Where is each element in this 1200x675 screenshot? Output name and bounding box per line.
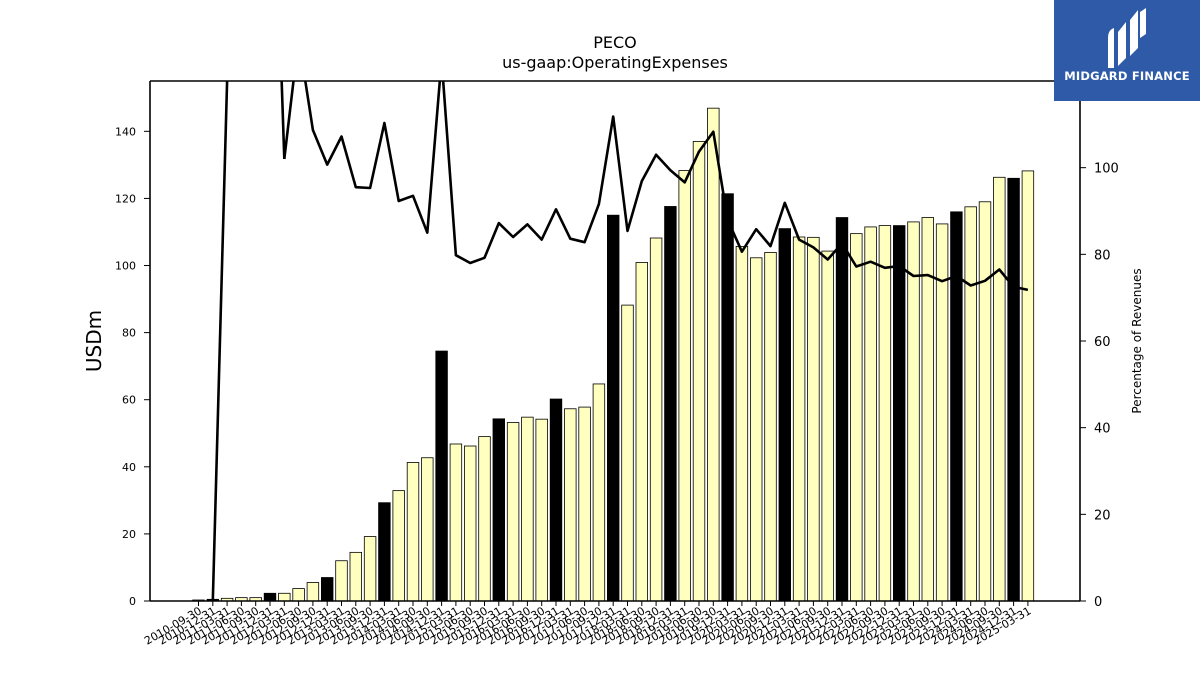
bar-2021-06-30 — [807, 236, 820, 602]
bar-2019-12-31 — [721, 193, 734, 602]
axes: 0 20 40 60 80 100 120 140 0 20 40 60 80 100 — [115, 80, 1119, 610]
bar-2016-12-31 — [549, 398, 563, 602]
bar-2022-09-30 — [878, 225, 892, 602]
brand-logo: MIDGARD FINANCE — [1054, 0, 1200, 101]
y2-tick-label: 0 — [1094, 595, 1102, 610]
y-tick-label: 140 — [115, 125, 136, 138]
bar-2020-03-31 — [735, 245, 749, 602]
bar-series — [192, 107, 1035, 602]
bar-2015-12-31 — [492, 418, 506, 602]
bar-2019-06-30 — [692, 140, 706, 602]
bar-2025-03-31 — [1021, 170, 1035, 602]
y-tick-label: 60 — [122, 394, 136, 407]
bar-2014-12-31 — [435, 350, 448, 602]
bar-2018-12-31 — [664, 206, 677, 602]
bar-2011-12-31 — [263, 592, 277, 602]
y2-tick-label: 80 — [1094, 248, 1111, 263]
percentage-of-revenues-line — [211, 81, 1029, 601]
x-tick-labels: 2010-09-302010-12-312011-03-312011-06-30… — [142, 601, 1033, 648]
bar-2020-09-30 — [764, 252, 777, 602]
bar-2013-12-31 — [378, 502, 391, 602]
bar-2016-03-31 — [506, 422, 520, 602]
y-tick-label: 80 — [122, 327, 136, 340]
y2-tick-label: 20 — [1094, 508, 1111, 523]
bar-2012-03-31 — [278, 592, 291, 602]
bar-2015-06-30 — [463, 445, 477, 602]
y-tick-label: 100 — [115, 260, 136, 273]
bar-2023-12-31 — [950, 211, 963, 602]
bar-2013-03-31 — [335, 560, 348, 602]
bar-2019-09-30 — [707, 107, 720, 602]
bar-2024-06-30 — [978, 201, 992, 602]
bar-2018-06-30 — [635, 262, 649, 602]
y-tick-label: 40 — [122, 461, 136, 474]
bar-2017-12-31 — [607, 214, 620, 602]
bar-2012-09-30 — [306, 582, 320, 602]
bar-2012-12-31 — [320, 577, 334, 602]
bar-2014-06-30 — [406, 462, 420, 602]
y2-tick-label: 60 — [1094, 335, 1111, 350]
bar-2017-09-30 — [592, 383, 606, 602]
bar-2022-03-31 — [850, 233, 863, 602]
bar-2024-12-31 — [1007, 177, 1020, 602]
y2-tick-label: 100 — [1094, 162, 1119, 177]
midgard-logo-icon — [1108, 8, 1146, 68]
bar-2024-09-30 — [993, 176, 1006, 602]
bar-2013-06-30 — [349, 551, 363, 602]
bar-2022-12-31 — [893, 225, 906, 602]
bar-2020-06-30 — [750, 257, 763, 602]
bar-2024-03-31 — [964, 206, 977, 602]
y-tick-label: 0 — [129, 595, 136, 608]
line-segment-offscale — [227, 81, 286, 160]
brand-name: MIDGARD FINANCE — [1064, 69, 1190, 83]
bar-2015-03-31 — [449, 443, 463, 602]
bar-2018-03-31 — [621, 304, 634, 602]
bar-2022-06-30 — [864, 226, 877, 602]
bar-2019-03-31 — [678, 170, 691, 602]
y-tick-label: 120 — [115, 192, 136, 205]
bar-2013-09-30 — [363, 536, 377, 602]
bar-2014-09-30 — [421, 457, 434, 602]
y2-axis-label: Percentage of Revenues — [1130, 268, 1144, 413]
bar-2020-12-31 — [778, 228, 792, 602]
bar-2016-06-30 — [521, 416, 534, 602]
y-axis-label: USDm — [82, 310, 106, 372]
bar-2017-03-31 — [564, 408, 577, 602]
y2-tick-label: 40 — [1094, 422, 1111, 437]
bar-2016-09-30 — [535, 418, 548, 602]
bar-2021-12-31 — [835, 217, 849, 602]
bar-2021-03-31 — [792, 236, 806, 602]
bar-2014-03-31 — [392, 490, 405, 602]
bar-2018-09-30 — [649, 237, 663, 602]
chart-subtitle: us-gaap:OperatingExpenses — [502, 53, 728, 72]
bar-2015-09-30 — [478, 436, 491, 602]
chart-title: PECO — [593, 33, 637, 52]
y-tick-label: 20 — [122, 528, 136, 541]
bar-2017-06-30 — [578, 406, 591, 602]
bar-2012-06-30 — [292, 588, 305, 602]
bar-2023-03-31 — [907, 221, 920, 602]
bar-2021-09-30 — [821, 250, 834, 602]
line-series — [211, 81, 1029, 601]
